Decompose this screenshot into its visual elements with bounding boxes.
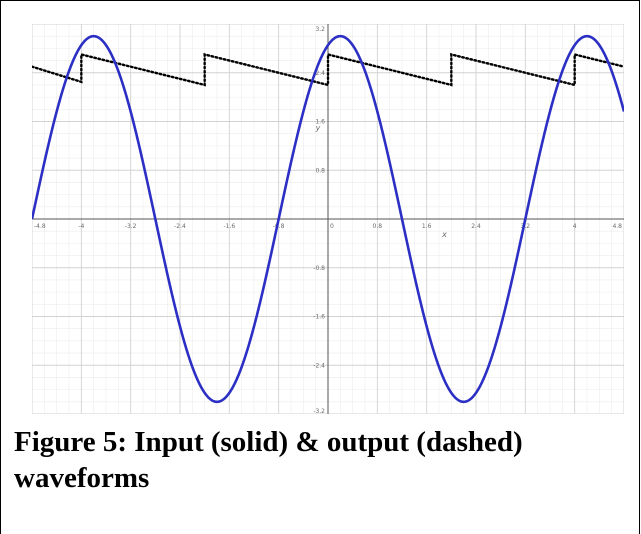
input-solid-line: [32, 34, 624, 404]
x-tick-label: -0.8: [273, 223, 285, 230]
y-tick-label: 3.2: [315, 26, 325, 33]
y-tick-label: 2.4: [315, 70, 325, 77]
y-tick-label: -1.6: [313, 314, 325, 321]
x-tick-label: -3.2: [125, 223, 137, 230]
x-tick-label: -1.6: [223, 223, 235, 230]
x-tick-label: -4.8: [34, 223, 46, 230]
figure-caption: Figure 5: Input (solid) & output (dashed…: [14, 426, 523, 494]
x-tick-label: 0: [330, 223, 334, 230]
y-tick-label: -2.4: [313, 362, 325, 369]
x-tick-label: 0.8: [373, 223, 383, 230]
x-axis-label: x: [441, 230, 447, 239]
output-dashed-series: [32, 52, 624, 87]
x-tick-label: 3.2: [521, 223, 531, 230]
x-tick-label: 1.6: [422, 223, 432, 230]
x-tick-label: 4: [573, 223, 577, 230]
x-tick-labels: -4.8 -4 -3.2 -2.4 -1.6 -0.8 0 0.8 1.6 2.4 3.2 4 4.8: [34, 223, 622, 230]
y-tick-label: -3.2: [313, 408, 325, 414]
x-tick-label: 4.8: [612, 223, 622, 230]
x-tick-label: -2.4: [174, 223, 186, 230]
waveform-plot: -4.8 -4 -3.2 -2.4 -1.6 -0.8 0 0.8 1.6 2.4 3.2 4 4.8 …: [32, 24, 624, 414]
y-tick-label: 0.8: [315, 167, 325, 174]
output-dashed-line: [32, 52, 624, 87]
y-tick-label: -0.8: [313, 265, 325, 272]
y-tick-label: 1.6: [315, 119, 325, 126]
y-axis-label: y: [315, 124, 321, 133]
y-tick-labels: 3.2 2.4 1.6 0.8 -0.8 -1.6 -2.4 -3.2: [313, 26, 325, 414]
x-tick-label: -4: [78, 223, 84, 230]
x-tick-label: 2.4: [471, 223, 481, 230]
input-solid-series: [32, 34, 624, 404]
